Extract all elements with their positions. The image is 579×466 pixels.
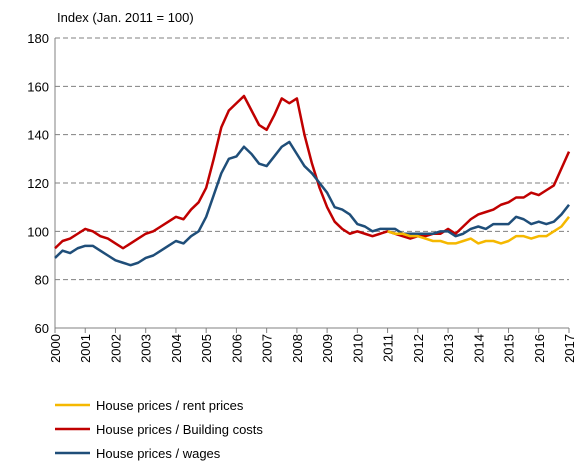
x-tick-label: 2005 — [199, 334, 214, 363]
x-tick-label: 2004 — [169, 334, 184, 363]
x-tick-label: 2012 — [411, 334, 426, 363]
x-tick-label: 2009 — [320, 334, 335, 363]
series-line — [54, 140, 570, 267]
x-tick-label: 2016 — [532, 334, 547, 363]
y-tick-label: 60 — [35, 321, 49, 336]
x-tick-label: 2006 — [229, 334, 244, 363]
x-tick-label: 2014 — [471, 334, 486, 363]
x-tick-label: 2011 — [381, 334, 396, 362]
y-tick-label: 100 — [27, 224, 49, 239]
y-tick-label: 140 — [27, 128, 49, 143]
x-tick-label: 2010 — [350, 334, 365, 363]
legend-label: House prices / rent prices — [96, 398, 244, 413]
series-line — [54, 94, 571, 250]
y-tick-label: 180 — [27, 31, 49, 46]
x-tick-label: 2017 — [562, 334, 577, 363]
y-tick-label: 120 — [27, 176, 49, 191]
x-tick-label: 2013 — [441, 334, 456, 363]
series-line — [387, 216, 570, 245]
legend-label: House prices / wages — [96, 446, 221, 461]
x-tick-label: 2002 — [108, 334, 123, 363]
y-tick-label: 160 — [27, 79, 49, 94]
y-axis-label: Index (Jan. 2011 = 100) — [57, 10, 194, 25]
x-tick-label: 2008 — [290, 334, 305, 363]
x-tick-label: 2000 — [48, 334, 63, 363]
legend-label: House prices / Building costs — [96, 422, 263, 437]
x-tick-label: 2001 — [78, 334, 93, 363]
x-tick-label: 2003 — [139, 334, 154, 363]
x-tick-label: 2007 — [260, 334, 275, 363]
x-tick-label: 2015 — [502, 334, 517, 363]
y-tick-label: 80 — [35, 273, 49, 288]
